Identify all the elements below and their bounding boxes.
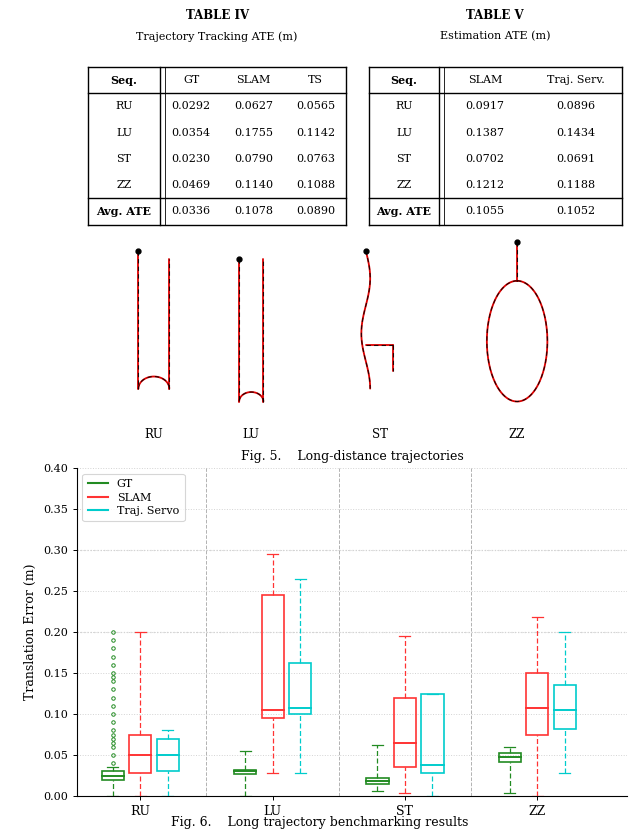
Legend: GT, SLAM, Traj. Servo: GT, SLAM, Traj. Servo (83, 474, 184, 521)
Text: Seq.: Seq. (111, 75, 138, 86)
Text: Fig. 6.    Long trajectory benchmarking results: Fig. 6. Long trajectory benchmarking res… (172, 816, 468, 829)
Text: 0.1188: 0.1188 (557, 180, 596, 190)
Text: RU: RU (115, 101, 132, 111)
Bar (526, 673, 548, 735)
Text: Traj. Serv.: Traj. Serv. (547, 76, 605, 86)
Text: LU: LU (396, 128, 412, 138)
Text: LU: LU (243, 428, 260, 441)
Text: 0.0691: 0.0691 (557, 154, 596, 164)
Text: TABLE V: TABLE V (467, 8, 524, 22)
Text: GT: GT (183, 76, 200, 86)
Text: Fig. 5.    Long-distance trajectories: Fig. 5. Long-distance trajectories (241, 450, 463, 463)
Text: 0.1078: 0.1078 (234, 206, 273, 216)
Text: Trajectory Tracking ATE (m): Trajectory Tracking ATE (m) (136, 31, 298, 42)
Text: 0.0336: 0.0336 (172, 206, 211, 216)
Y-axis label: Translation Error (m): Translation Error (m) (24, 564, 37, 701)
Text: 0.1387: 0.1387 (465, 128, 504, 138)
Text: 0.1140: 0.1140 (234, 180, 273, 190)
Text: 0.0763: 0.0763 (296, 154, 335, 164)
Text: 0.0896: 0.0896 (557, 101, 596, 111)
Bar (289, 663, 311, 714)
Bar (499, 754, 521, 762)
Text: LU: LU (116, 128, 132, 138)
Text: 0.1212: 0.1212 (465, 180, 504, 190)
Text: Avg. ATE: Avg. ATE (97, 206, 152, 217)
Bar (102, 771, 124, 779)
Text: 0.0469: 0.0469 (172, 180, 211, 190)
Text: 0.0790: 0.0790 (234, 154, 273, 164)
Text: RU: RU (396, 101, 413, 111)
Bar (157, 739, 179, 771)
Bar (421, 695, 444, 773)
Text: Estimation ATE (m): Estimation ATE (m) (440, 31, 550, 42)
Text: ZZ: ZZ (116, 180, 132, 190)
Text: 0.1055: 0.1055 (465, 206, 504, 216)
Bar (129, 735, 152, 773)
Text: 0.0292: 0.0292 (172, 101, 211, 111)
Text: 0.1434: 0.1434 (557, 128, 596, 138)
Text: RU: RU (145, 428, 163, 441)
Text: 0.1052: 0.1052 (557, 206, 596, 216)
Text: 0.0917: 0.0917 (465, 101, 504, 111)
Text: ZZ: ZZ (509, 428, 525, 441)
Text: TABLE IV: TABLE IV (186, 8, 249, 22)
Bar (554, 686, 576, 729)
Text: ST: ST (372, 428, 388, 441)
Bar (394, 698, 416, 767)
Bar (262, 595, 284, 718)
Text: 0.0702: 0.0702 (465, 154, 504, 164)
Text: 0.0565: 0.0565 (296, 101, 335, 111)
Text: ST: ST (396, 154, 412, 164)
Text: 0.0627: 0.0627 (234, 101, 273, 111)
Text: ZZ: ZZ (396, 180, 412, 190)
Text: 0.1088: 0.1088 (296, 180, 335, 190)
Text: 0.1142: 0.1142 (296, 128, 335, 138)
Text: 0.1755: 0.1755 (234, 128, 273, 138)
Text: SLAM: SLAM (236, 76, 271, 86)
Text: SLAM: SLAM (468, 76, 502, 86)
Bar (234, 770, 256, 774)
Text: 0.0230: 0.0230 (172, 154, 211, 164)
Text: TS: TS (308, 76, 323, 86)
Text: Avg. ATE: Avg. ATE (376, 206, 431, 217)
Bar (366, 778, 388, 784)
Text: 0.0890: 0.0890 (296, 206, 335, 216)
Text: Seq.: Seq. (390, 75, 417, 86)
Text: ST: ST (116, 154, 132, 164)
Text: 0.0354: 0.0354 (172, 128, 211, 138)
